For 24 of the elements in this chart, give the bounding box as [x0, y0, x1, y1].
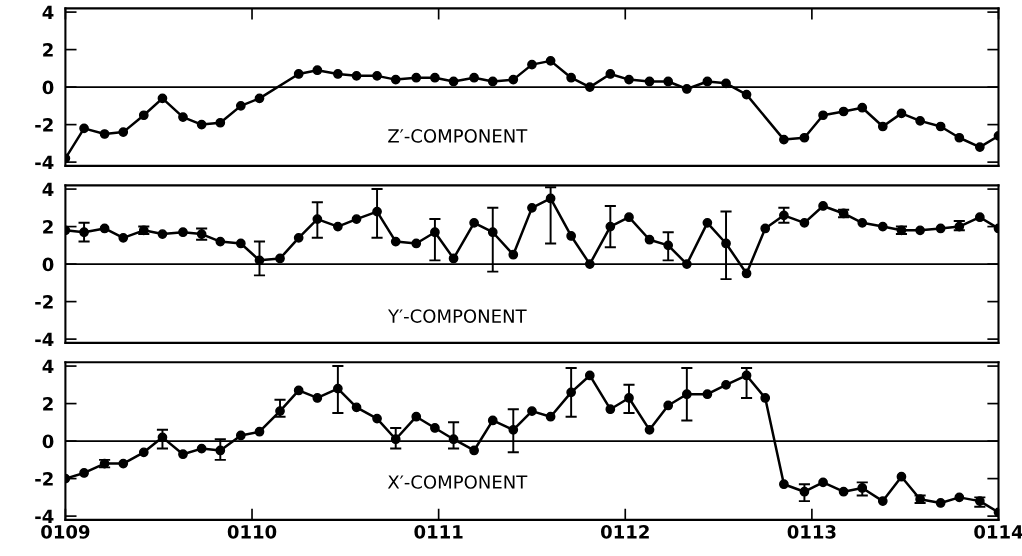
y-tick-label: -4: [35, 155, 54, 169]
y-tick-label: 0: [42, 80, 54, 95]
x-tick-label: 0114: [974, 525, 1022, 539]
y-tick-label: 4: [42, 182, 54, 196]
y-tick-label: -4: [35, 332, 54, 346]
y-tick-label: -2: [35, 118, 53, 132]
y-tick-label: 2: [43, 220, 53, 234]
x-tick-label: 0109: [41, 525, 90, 539]
annotation: Z′-COMPONENT: [388, 129, 528, 143]
x-tick-label: 0110: [227, 525, 277, 539]
y-tick-label: 4: [42, 359, 54, 373]
y-tick-label: 0: [42, 257, 54, 272]
x-tick-label: 0112: [601, 525, 649, 539]
y-tick-label: 0: [42, 434, 54, 449]
y-tick-label: 2: [43, 397, 53, 411]
y-tick-label: -2: [35, 295, 53, 309]
y-tick-label: -2: [35, 472, 53, 486]
x-tick-label: 0111: [414, 525, 463, 539]
annotation: X′-COMPONENT: [387, 475, 528, 489]
x-tick-label: 0113: [787, 525, 836, 539]
annotation: Y′-COMPONENT: [387, 309, 527, 323]
y-tick-label: 4: [42, 5, 54, 19]
y-tick-label: 2: [43, 43, 53, 57]
y-tick-label: -4: [35, 509, 54, 523]
